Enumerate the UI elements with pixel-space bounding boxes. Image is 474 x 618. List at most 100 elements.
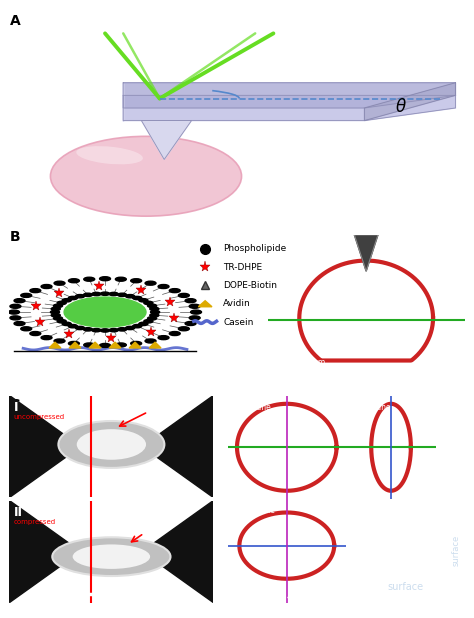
Polygon shape: [142, 396, 213, 497]
Circle shape: [115, 277, 126, 281]
Text: TR-DHPE: TR-DHPE: [223, 263, 263, 271]
Circle shape: [144, 301, 153, 305]
Circle shape: [68, 297, 77, 300]
Circle shape: [131, 279, 142, 282]
Circle shape: [109, 329, 118, 332]
Polygon shape: [9, 396, 81, 497]
Circle shape: [10, 304, 21, 308]
Text: Cantilever: Cantilever: [121, 529, 161, 538]
Circle shape: [54, 281, 65, 285]
Circle shape: [150, 307, 159, 311]
Circle shape: [54, 339, 65, 343]
Circle shape: [50, 310, 60, 314]
Circle shape: [14, 321, 25, 326]
Circle shape: [14, 298, 25, 303]
Circle shape: [169, 331, 180, 336]
Text: GUV: GUV: [132, 406, 150, 415]
Circle shape: [30, 289, 41, 293]
Text: surface: surface: [452, 535, 461, 567]
Circle shape: [92, 292, 101, 295]
Text: III  xz plane: III xz plane: [231, 506, 275, 515]
Circle shape: [144, 320, 153, 323]
Circle shape: [139, 298, 148, 302]
Polygon shape: [123, 83, 456, 108]
Text: I: I: [14, 400, 18, 413]
Circle shape: [145, 339, 156, 343]
Circle shape: [145, 281, 156, 285]
Circle shape: [68, 324, 77, 328]
Text: surface: surface: [387, 582, 423, 592]
Polygon shape: [49, 342, 61, 348]
Circle shape: [64, 297, 146, 327]
Text: II: II: [14, 506, 23, 519]
Polygon shape: [365, 83, 456, 121]
Circle shape: [109, 292, 118, 295]
Ellipse shape: [50, 137, 242, 216]
Circle shape: [147, 316, 156, 320]
Polygon shape: [149, 342, 161, 348]
Text: I  xy plane: I xy plane: [231, 403, 271, 412]
Text: 10 μm: 10 μm: [297, 580, 319, 586]
Text: θ: θ: [396, 98, 406, 116]
Circle shape: [57, 320, 66, 323]
Circle shape: [51, 307, 60, 311]
Circle shape: [62, 322, 71, 326]
Polygon shape: [89, 342, 101, 348]
Circle shape: [51, 313, 60, 317]
Polygon shape: [9, 501, 81, 603]
Circle shape: [41, 336, 52, 340]
Text: 25 μm: 25 μm: [69, 582, 93, 590]
Text: compressed: compressed: [14, 519, 55, 525]
Polygon shape: [198, 301, 212, 307]
Circle shape: [147, 304, 156, 308]
Circle shape: [178, 294, 189, 297]
Circle shape: [84, 343, 95, 347]
Circle shape: [100, 277, 110, 281]
Circle shape: [133, 297, 142, 300]
Circle shape: [118, 293, 127, 297]
Circle shape: [139, 322, 148, 326]
Circle shape: [126, 295, 135, 298]
Circle shape: [84, 277, 95, 281]
Circle shape: [189, 316, 200, 320]
Circle shape: [131, 342, 142, 345]
Circle shape: [178, 327, 189, 331]
Circle shape: [100, 329, 109, 332]
Circle shape: [75, 295, 84, 298]
Circle shape: [68, 279, 79, 282]
Circle shape: [185, 321, 196, 326]
Circle shape: [10, 316, 21, 320]
Text: Avidin: Avidin: [223, 299, 251, 308]
Circle shape: [126, 326, 135, 329]
Text: 10 μm: 10 μm: [301, 358, 325, 366]
Circle shape: [54, 304, 63, 308]
Circle shape: [55, 294, 155, 331]
Polygon shape: [141, 121, 191, 159]
Ellipse shape: [73, 544, 150, 569]
Circle shape: [115, 343, 126, 347]
Circle shape: [169, 289, 180, 293]
Circle shape: [41, 284, 52, 289]
Circle shape: [92, 329, 101, 332]
Circle shape: [100, 292, 109, 295]
Circle shape: [64, 297, 146, 327]
Text: II  yz plane: II yz plane: [349, 403, 391, 412]
Circle shape: [21, 294, 32, 297]
Circle shape: [189, 304, 200, 308]
Circle shape: [158, 284, 169, 289]
Circle shape: [21, 327, 32, 331]
Circle shape: [62, 298, 71, 302]
Circle shape: [83, 293, 92, 297]
Ellipse shape: [76, 146, 143, 164]
Circle shape: [83, 328, 92, 331]
Ellipse shape: [52, 537, 171, 576]
Polygon shape: [355, 235, 378, 271]
Circle shape: [57, 301, 66, 305]
Circle shape: [54, 316, 63, 320]
Circle shape: [151, 310, 160, 314]
Text: 10 μm: 10 μm: [369, 497, 394, 507]
Text: B: B: [9, 231, 20, 244]
Text: Phospholipide: Phospholipide: [223, 244, 287, 253]
Circle shape: [30, 331, 41, 336]
Circle shape: [75, 326, 84, 329]
